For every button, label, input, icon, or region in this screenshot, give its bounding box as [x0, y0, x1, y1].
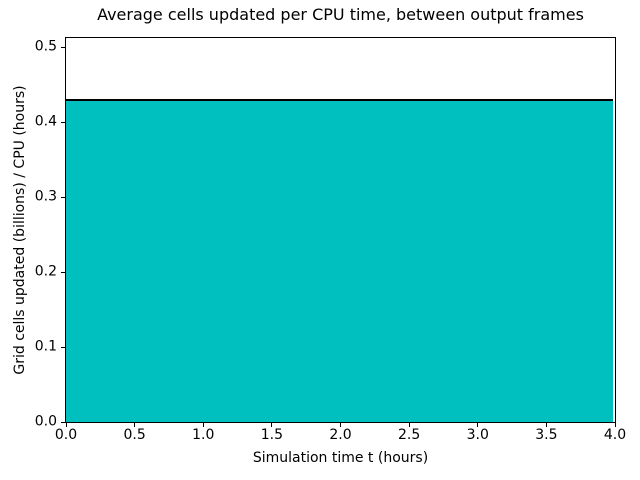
x-tick-mark — [340, 423, 341, 427]
area-series — [66, 99, 613, 422]
x-tick-label: 0.0 — [54, 427, 78, 443]
x-tick-mark — [65, 423, 67, 427]
x-tick-mark — [545, 423, 547, 427]
y-tick-label: 0.3 — [34, 188, 57, 205]
y-tick-label: 0.0 — [34, 413, 57, 430]
y-tick-mark — [61, 196, 65, 198]
x-tick-label: 3.5 — [535, 427, 558, 443]
x-tick-label: 0.5 — [123, 427, 146, 443]
x-tick-mark — [614, 423, 616, 427]
x-tick-label: 1.0 — [192, 427, 215, 443]
x-tick-mark — [477, 423, 479, 427]
plot-area: 0.0 0.5 1.0 1.5 2.0 2.5 3.0 3.5 4.0 0.0 0.1 0.2 0.3 0… — [35, 37, 626, 443]
x-tick-mark — [202, 423, 204, 427]
y-tick-mark — [61, 421, 65, 423]
x-tick-label: 1.5 — [260, 427, 284, 443]
chart-title: Average cells updated per CPU time, betw… — [97, 5, 584, 24]
y-tick-label: 0.1 — [34, 338, 57, 355]
y-tick-mark — [61, 46, 65, 48]
x-tick-label: 2.0 — [329, 427, 352, 443]
y-tick-mark — [61, 121, 65, 123]
x-tick-mark — [271, 423, 273, 427]
x-tick-mark — [408, 423, 410, 427]
x-tick-label: 2.5 — [397, 427, 421, 443]
x-tick-mark — [134, 423, 136, 427]
x-axis-label: Simulation time t (hours) — [252, 450, 429, 466]
y-axis-label: Grid cells updated (billions) / CPU (hou… — [12, 85, 28, 375]
y-tick-label: 0.2 — [34, 263, 57, 280]
x-tick-label: 3.0 — [466, 427, 489, 443]
y-tick-mark — [61, 271, 65, 273]
y-tick-label: 0.5 — [34, 38, 57, 55]
y-tick-mark — [61, 346, 65, 348]
x-tick-label: 4.0 — [603, 427, 627, 443]
y-tick-label: 0.4 — [34, 113, 57, 130]
